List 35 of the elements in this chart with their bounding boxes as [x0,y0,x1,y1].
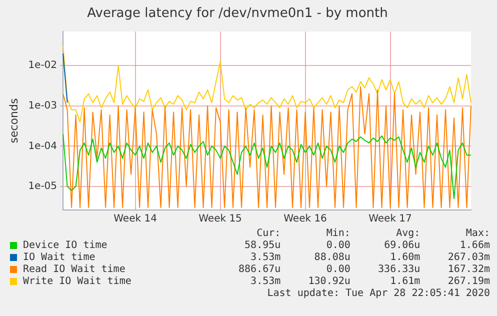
x-tick-label: Week 17 [368,214,412,225]
chart-title: Average latency for /dev/nvme0n1 - by month [87,6,388,22]
y-axis-title: seconds [7,98,20,144]
text: 3.53m [250,252,281,264]
text: 130.92u [307,276,350,288]
x-tick-label: Week 16 [284,214,327,225]
text: Cur: [256,228,281,240]
text: 58.95u [244,240,281,252]
text: Avg: [395,228,420,240]
y-tick-label: 1e-02 [28,60,58,72]
y-tick-label: 1e-05 [28,181,58,192]
text: 267.19m [446,276,490,288]
legend-label: Write IO Wait time [23,276,132,287]
text: 267.03m [446,252,490,264]
legend-label: IO Wait time [23,252,96,263]
x-tick-label: Week 14 [114,214,157,225]
text: 0.00 [325,264,350,276]
legend-label: Device IO time [23,240,108,251]
text: 69.06u [383,240,420,252]
text: 167.32m [446,264,490,276]
y-tick-label: 1e-04 [28,140,58,152]
text: 0.00 [325,240,350,252]
text: 3.53m [250,276,281,288]
text: Last update: Tue Apr 28 22:05:41 2020 [266,288,490,299]
text: 886.67u [238,264,281,276]
text: 1.66m [458,240,490,252]
text: 88.08u [313,252,350,264]
text: 336.33u [377,264,420,276]
text: 1.60m [389,252,420,264]
legend-label: Read IO Wait time [23,264,126,275]
text: 1.61m [389,276,420,288]
text: Max: [464,228,490,240]
text: Min: [325,228,350,240]
x-tick-label: Week 15 [198,214,242,225]
y-tick-label: 1e-03 [28,100,58,112]
